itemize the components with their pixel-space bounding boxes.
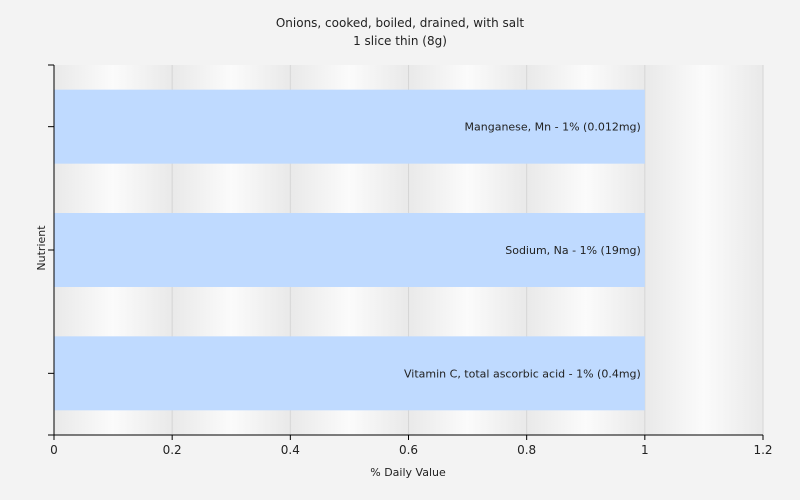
x-axis-title: % Daily Value <box>370 466 446 479</box>
bars: Manganese, Mn - 1% (0.012mg) Sodium, Na -… <box>54 89 645 411</box>
x-tick-label: 0.2 <box>163 443 182 457</box>
x-tick-label: 0.4 <box>281 443 300 457</box>
plot-band <box>644 65 763 435</box>
x-tick-label: 0.8 <box>517 443 536 457</box>
x-tick-labels: 0 0.2 0.4 0.6 0.8 1 1.2 <box>50 443 772 457</box>
axes <box>48 64 764 440</box>
bar <box>54 336 645 411</box>
chart-title: Onions, cooked, boiled, drained, with sa… <box>276 16 525 30</box>
y-axis-title: Nutrient <box>35 225 48 271</box>
bar <box>54 213 645 287</box>
x-tick-label: 0 <box>50 443 58 457</box>
bar <box>54 89 645 164</box>
x-tick-label: 1.2 <box>753 443 772 457</box>
bar-label: Sodium, Na - 1% (19mg) <box>505 244 641 257</box>
bar-label: Manganese, Mn - 1% (0.012mg) <box>465 121 641 134</box>
x-tick-label: 1 <box>641 443 649 457</box>
chart-subtitle: 1 slice thin (8g) <box>353 34 447 48</box>
x-tick-label: 0.6 <box>399 443 418 457</box>
bar-label: Vitamin C, total ascorbic acid - 1% (0.4… <box>404 367 641 380</box>
